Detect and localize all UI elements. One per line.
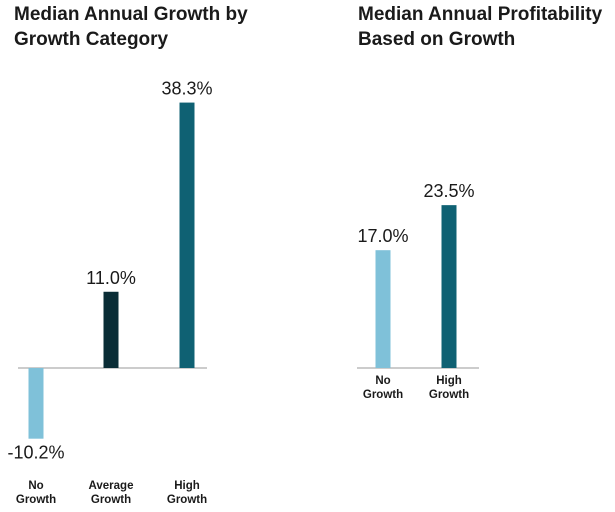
- profit-category-label-0-line-1: Growth: [363, 389, 403, 401]
- chart-title-growth: Median Annual Growth by Growth Category: [14, 4, 248, 50]
- growth-category-label-1-line-0: Average: [89, 480, 134, 492]
- growth-value-label-2: 38.3%: [161, 79, 212, 99]
- profit-value-label-0: 17.0%: [357, 226, 408, 246]
- profit-category-label-0-line-0: No: [375, 375, 390, 387]
- growth-category-label-2-line-1: Growth: [167, 494, 207, 506]
- profit-category-label-1-line-1: Growth: [429, 389, 469, 401]
- profit-value-label-1: 23.5%: [423, 181, 474, 201]
- growth-value-label-1: 11.0%: [86, 268, 136, 288]
- growth-category-label-0-line-0: No: [28, 480, 43, 492]
- growth-category-label-2: High Growth: [167, 480, 207, 506]
- growth-category-label-2-line-0: High: [174, 480, 200, 492]
- growth-value-label-0: -10.2%: [7, 443, 64, 463]
- growth-category-label-0: No Growth: [16, 480, 56, 506]
- growth-category-label-1: Average Growth: [89, 480, 134, 506]
- growth-category-label-1-line-1: Growth: [91, 494, 131, 506]
- profit-category-label-1: High Growth: [429, 375, 469, 401]
- growth-category-label-0-line-1: Growth: [16, 494, 56, 506]
- growth-bar-1: [103, 291, 119, 368]
- profit-category-label-1-line-0: High: [436, 375, 462, 387]
- growth-bar-0: [28, 368, 44, 439]
- chart-title-profitability: Median Annual Profitability Based on Gro…: [358, 4, 603, 50]
- profit-bar-1: [441, 205, 457, 368]
- growth-bar-2: [179, 102, 195, 369]
- profit-category-label-0: No Growth: [363, 375, 403, 401]
- profit-bar-0: [375, 250, 391, 368]
